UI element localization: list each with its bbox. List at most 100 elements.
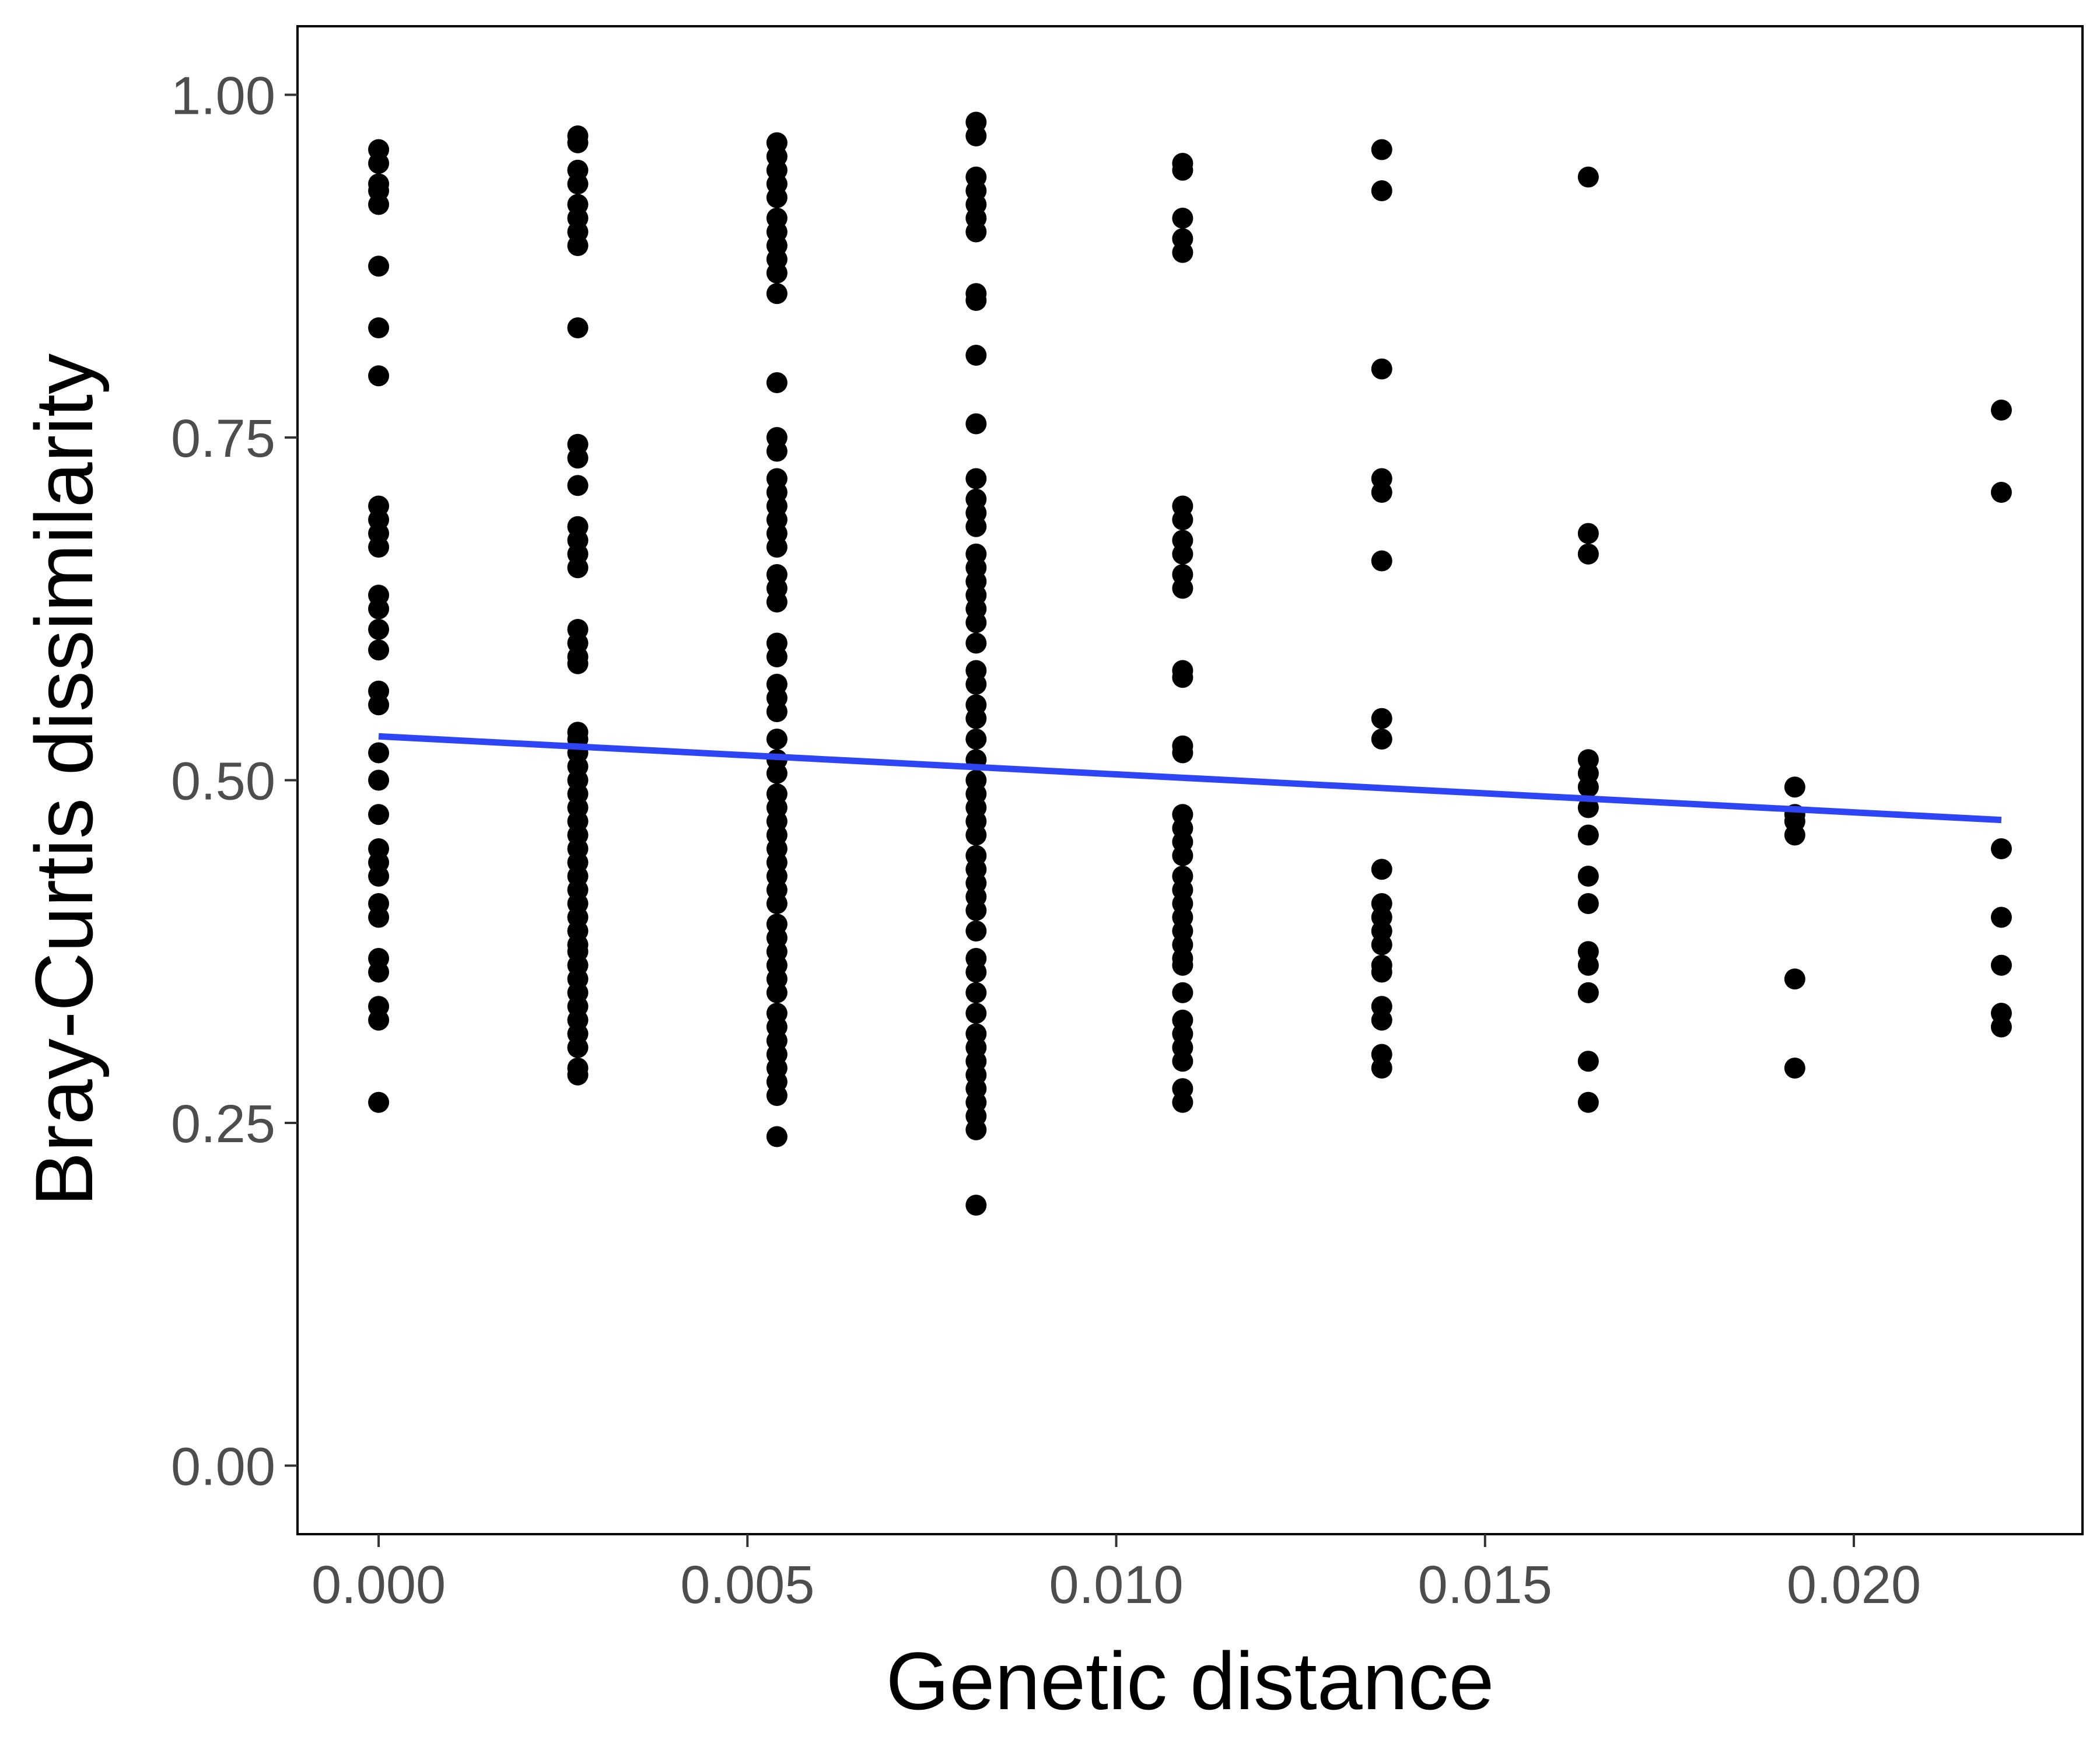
data-point: [1172, 159, 1194, 181]
data-point: [1990, 838, 2012, 859]
data-point: [1371, 180, 1392, 201]
data-point: [1172, 208, 1194, 229]
data-point: [1990, 482, 2012, 503]
x-tick-label: 0.000: [312, 1555, 446, 1615]
data-point: [1371, 934, 1392, 956]
data-point: [766, 729, 788, 750]
data-point: [567, 447, 589, 469]
data-point: [965, 125, 987, 146]
data-point: [965, 708, 987, 729]
data-points: [368, 111, 2012, 1216]
data-point: [965, 1195, 987, 1216]
data-point: [1172, 982, 1194, 1003]
data-point: [965, 632, 987, 654]
y-tick-label: 0.75: [171, 409, 275, 468]
data-point: [368, 317, 390, 338]
data-point: [965, 413, 987, 435]
data-point: [1577, 523, 1599, 544]
data-point: [965, 516, 987, 537]
data-point: [368, 365, 390, 387]
data-point: [567, 1064, 589, 1086]
data-point: [1172, 509, 1194, 530]
data-point: [567, 173, 589, 195]
data-point: [1577, 893, 1599, 914]
data-point: [567, 475, 589, 496]
data-point: [1990, 1016, 2012, 1038]
data-point: [766, 982, 788, 1003]
data-point: [965, 900, 987, 921]
data-point: [766, 537, 788, 558]
data-point: [1577, 824, 1599, 846]
data-point: [368, 537, 390, 558]
data-point: [368, 804, 390, 825]
x-axis: 0.000 0.005 0.010 0.015 0.020: [312, 1534, 1921, 1615]
data-point: [1577, 1091, 1599, 1113]
data-point: [965, 345, 987, 366]
data-point: [1371, 859, 1392, 880]
data-point: [1990, 907, 2012, 928]
data-point: [368, 256, 390, 277]
data-point: [1784, 824, 1805, 846]
data-point: [368, 742, 390, 764]
data-point: [1371, 708, 1392, 729]
data-point: [1577, 543, 1599, 565]
data-point: [368, 694, 390, 716]
data-point: [567, 1037, 589, 1058]
data-point: [766, 372, 788, 393]
x-tick-label: 0.020: [1787, 1555, 1921, 1615]
data-point: [766, 283, 788, 304]
data-point: [567, 132, 589, 153]
data-point: [766, 440, 788, 462]
data-point: [965, 921, 987, 942]
data-point: [1577, 797, 1599, 818]
regression-line-group: [378, 733, 2002, 824]
data-point: [368, 194, 390, 215]
data-point: [1784, 1058, 1805, 1079]
data-point: [766, 592, 788, 612]
data-point: [965, 961, 987, 983]
data-point: [1172, 543, 1194, 565]
data-point: [965, 1003, 987, 1024]
data-point: [965, 221, 987, 243]
data-point: [766, 262, 788, 284]
data-point: [1172, 1091, 1194, 1113]
data-point: [368, 1009, 390, 1031]
y-tick-label: 0.00: [171, 1437, 275, 1497]
data-point: [567, 653, 589, 674]
data-point: [766, 1126, 788, 1147]
data-point: [1577, 776, 1599, 798]
data-point: [1371, 482, 1392, 503]
x-tick-label: 0.005: [680, 1555, 814, 1615]
data-point: [766, 1085, 788, 1106]
data-point: [1577, 1051, 1599, 1072]
data-point: [1172, 954, 1194, 976]
data-point: [1371, 358, 1392, 380]
data-point: [1784, 968, 1805, 990]
data-point: [965, 468, 987, 489]
data-point: [1371, 139, 1392, 160]
data-point: [567, 235, 589, 256]
data-point: [1577, 166, 1599, 188]
data-point: [1172, 578, 1194, 599]
data-point: [965, 729, 987, 750]
data-point: [368, 866, 390, 887]
data-point: [1371, 729, 1392, 750]
data-point: [1990, 954, 2012, 976]
data-point: [766, 893, 788, 914]
y-axis-title: Bray-Curtis dissimilarity: [18, 354, 110, 1206]
data-point: [1172, 667, 1194, 688]
x-axis-title: Genetic distance: [886, 1635, 1494, 1727]
data-point: [1371, 550, 1392, 572]
data-point: [1784, 776, 1805, 798]
data-point: [965, 290, 987, 311]
data-point: [965, 1119, 987, 1140]
data-point: [1577, 982, 1599, 1003]
y-axis: 0.00 0.25 0.50 0.75 1.00: [171, 66, 298, 1497]
data-point: [1577, 954, 1599, 976]
data-point: [965, 612, 987, 634]
data-point: [567, 317, 589, 338]
data-point: [1577, 866, 1599, 887]
data-point: [766, 187, 788, 208]
regression-line: [378, 733, 2002, 824]
